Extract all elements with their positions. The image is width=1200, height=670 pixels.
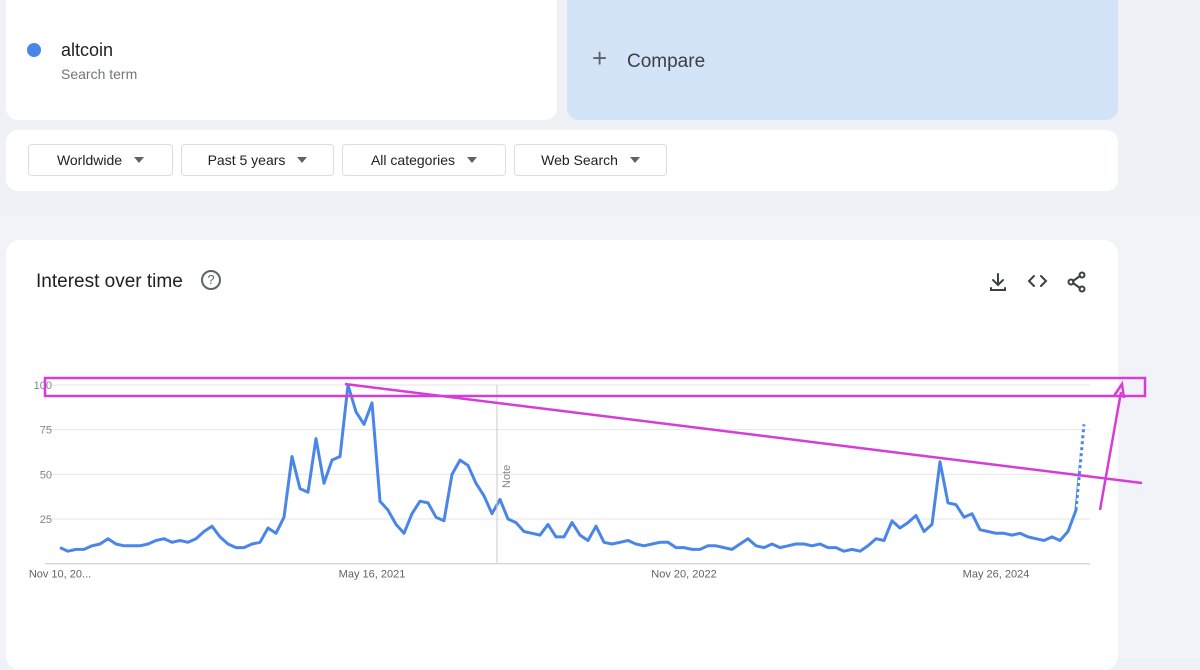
- note-label[interactable]: Note: [501, 465, 513, 488]
- series-color-dot: [27, 43, 41, 57]
- compare-card[interactable]: + Compare: [567, 0, 1118, 120]
- help-icon[interactable]: ?: [201, 270, 221, 290]
- share-icon[interactable]: [1067, 271, 1086, 293]
- trend-line: [344, 382, 1143, 485]
- x-tick-label: Nov 20, 2022: [651, 569, 716, 581]
- y-tick-label: 50: [40, 469, 52, 481]
- embed-icon[interactable]: [1027, 275, 1048, 287]
- user-annotations: [43, 376, 1147, 511]
- y-tick-label: 75: [40, 425, 52, 437]
- search-term-label: Search term: [61, 66, 138, 82]
- filter-label: Web Search: [541, 152, 618, 168]
- filter-label: Worldwide: [56, 152, 123, 168]
- arrow-head: [1112, 380, 1126, 399]
- compare-label: Compare: [627, 51, 706, 72]
- filter-label: All categories: [370, 152, 456, 168]
- y-tick-label: 100: [34, 380, 52, 392]
- filter-dropdown[interactable]: Web Search: [514, 144, 667, 176]
- caret: [467, 157, 478, 163]
- filter-dropdown[interactable]: Worldwide: [28, 144, 173, 176]
- partial-data-mask: [1076, 424, 1086, 508]
- filter-label: Past 5 years: [207, 152, 286, 168]
- x-tick-label: May 26, 2024: [963, 569, 1030, 581]
- chart-title: Interest over time: [36, 271, 183, 292]
- chart-card: Interest over time ?: [6, 240, 1118, 670]
- arrow-shaft: [1098, 391, 1123, 511]
- search-term-card[interactable]: altcoin Search term: [6, 0, 557, 120]
- filter-dropdown[interactable]: All categories: [342, 144, 506, 176]
- y-tick-label: 25: [40, 514, 52, 526]
- x-tick-label: May 16, 2021: [339, 569, 406, 581]
- search-term: altcoin: [61, 40, 114, 60]
- caret: [297, 157, 308, 163]
- trend-line: [59, 383, 1086, 553]
- plus-icon: +: [592, 43, 608, 73]
- caret: [629, 157, 640, 163]
- download-icon[interactable]: [990, 273, 1006, 291]
- filter-bar: Worldwide Past 5 years All categories We…: [6, 130, 1118, 191]
- caret: [134, 157, 145, 163]
- highlight-box: [43, 376, 1147, 398]
- x-tick-label: Nov 10, 20...: [29, 569, 91, 581]
- filter-dropdown[interactable]: Past 5 years: [181, 144, 334, 176]
